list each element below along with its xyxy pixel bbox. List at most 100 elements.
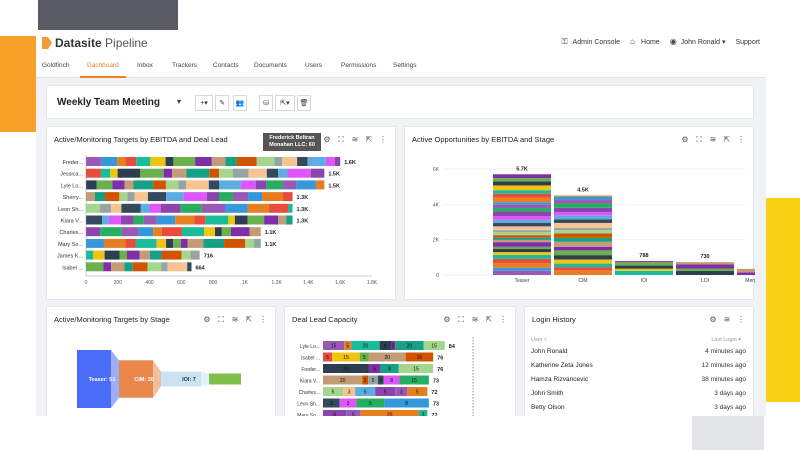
- tab-documents[interactable]: Documents: [254, 62, 287, 69]
- bar-segment: [615, 268, 673, 271]
- bar-segment: [140, 168, 164, 178]
- bar-segment: [167, 262, 188, 272]
- bar-segment: [181, 227, 205, 237]
- layers-icon[interactable]: ≋: [351, 135, 359, 144]
- logo[interactable]: Datasite Pipeline: [42, 36, 148, 50]
- bar-segment: [218, 192, 233, 202]
- segment-label: 15: [431, 344, 437, 350]
- gear-icon[interactable]: ⚙: [323, 135, 331, 144]
- login-row[interactable]: John Smith 3 days ago: [531, 390, 746, 397]
- bar-segment: [102, 215, 109, 225]
- total-label: 1.6K: [344, 160, 356, 166]
- add-widget-button[interactable]: +▾: [195, 95, 213, 111]
- bar-segment: [124, 262, 133, 272]
- tooltip-line-2: Monahan LLC: 60: [269, 142, 315, 148]
- bar-segment: [554, 259, 612, 264]
- top-link-1[interactable]: ⌂ Home: [630, 38, 660, 46]
- more-icon[interactable]: ⋮: [379, 135, 387, 144]
- dashboard-selector[interactable]: Weekly Team Meeting: [57, 97, 160, 108]
- bar-segment: [86, 215, 103, 225]
- export-icon[interactable]: ⇱: [365, 135, 373, 144]
- bar-segment: [224, 238, 246, 248]
- bar-segment: [195, 157, 212, 166]
- bar-segment: [346, 410, 361, 416]
- top-link-0[interactable]: ⚿ Admin Console: [562, 38, 620, 46]
- workspace-name[interactable]: Goldfinch: [42, 62, 70, 69]
- bar-segment: [165, 180, 179, 190]
- tab-trackers[interactable]: Trackers: [172, 62, 198, 69]
- gear-icon[interactable]: ⚙: [709, 315, 717, 324]
- more-icon[interactable]: ⋮: [259, 315, 267, 324]
- x-tick-label: 400: [145, 280, 154, 286]
- delete-button[interactable]: 🗑: [297, 95, 311, 111]
- column-header-last-login[interactable]: Last Login ▾: [711, 337, 741, 343]
- segment-label: 3: [379, 378, 382, 384]
- segment-label: 5: [384, 390, 387, 396]
- top-link-3[interactable]: Support: [735, 39, 760, 46]
- category-label: Jessica...: [60, 172, 83, 178]
- expand-icon[interactable]: ⛶: [458, 315, 464, 324]
- login-user: Betty Olson: [531, 404, 565, 411]
- bar-segment: [86, 227, 101, 237]
- bar-segment: [554, 212, 612, 216]
- segment-label: 3: [364, 378, 367, 384]
- tab-permissions[interactable]: Permissions: [341, 62, 377, 69]
- tab-inbox[interactable]: Inbox: [137, 62, 153, 69]
- export-icon[interactable]: ⇱: [485, 315, 493, 324]
- bar-segment: [493, 190, 551, 194]
- expand-icon[interactable]: ⛶: [218, 315, 224, 324]
- login-row[interactable]: Katherine Zeta Jones 12 minutes ago: [531, 362, 746, 369]
- bar-segment: [153, 180, 166, 190]
- tab-settings[interactable]: Settings: [393, 62, 417, 69]
- bar-segment: [86, 250, 94, 260]
- login-row[interactable]: Hamza Rizvancevic 38 minutes ago: [531, 376, 746, 383]
- layers-icon[interactable]: ≋: [709, 135, 717, 144]
- top-link-2[interactable]: ◉ John Ronald ▾: [670, 38, 726, 47]
- panel-login-history: Login History ⚙ ≋ ⋮ User ▿ Last Login ▾ Jo…: [524, 306, 754, 416]
- bar-segment: [225, 203, 248, 213]
- bar-segment: [136, 157, 151, 166]
- tab-dashboard[interactable]: Dashboard: [87, 62, 119, 69]
- share-users-button[interactable]: 👥: [233, 95, 247, 111]
- bar-segment: [493, 181, 551, 186]
- more-icon[interactable]: ⋮: [737, 315, 745, 324]
- panel-opportunities: Active Opportunities by EBITDA and Stage…: [404, 126, 755, 300]
- bar-segment: [86, 192, 95, 202]
- bar-segment: [493, 262, 551, 268]
- bar-segment: [181, 250, 191, 260]
- panel-title: Login History: [532, 315, 576, 324]
- bar-segment: [423, 341, 445, 350]
- total-label: 664: [196, 265, 206, 271]
- export-button[interactable]: ⇱▾: [275, 95, 295, 111]
- chevron-down-icon[interactable]: ▾: [177, 97, 182, 106]
- bar-segment: [493, 249, 551, 253]
- layers-button[interactable]: ⛁: [259, 95, 273, 111]
- tab-contacts[interactable]: Contacts: [213, 62, 239, 69]
- layers-icon[interactable]: ≋: [231, 315, 239, 324]
- total-label: 1.1K: [265, 230, 277, 236]
- login-row[interactable]: John Ronald 4 minutes ago: [531, 348, 746, 355]
- gear-icon[interactable]: ⚙: [681, 135, 689, 144]
- bar-segment: [554, 195, 612, 197]
- layers-icon[interactable]: ≋: [471, 315, 479, 324]
- bar-segment: [554, 233, 612, 238]
- more-icon[interactable]: ⋮: [499, 315, 507, 324]
- expand-icon[interactable]: ⛶: [696, 135, 702, 144]
- layers-icon[interactable]: ≋: [723, 315, 731, 324]
- edit-button[interactable]: ✎: [215, 95, 229, 111]
- column-header-user[interactable]: User ▿: [531, 337, 547, 343]
- gear-icon[interactable]: ⚙: [443, 315, 451, 324]
- bar-segment: [133, 215, 144, 225]
- gear-icon[interactable]: ⚙: [203, 315, 211, 324]
- export-icon[interactable]: ⇱: [245, 315, 253, 324]
- tab-users[interactable]: Users: [305, 62, 322, 69]
- bar-segment: [325, 157, 335, 166]
- expand-icon[interactable]: ⛶: [338, 135, 344, 144]
- nav-bar: Goldfinch Dashboard Inbox Trackers Contacts…: [36, 56, 766, 78]
- bar-segment: [323, 410, 347, 416]
- top-link-label: Admin Console: [572, 38, 621, 46]
- more-icon[interactable]: ⋮: [737, 135, 745, 144]
- export-icon[interactable]: ⇱: [723, 135, 731, 144]
- login-row[interactable]: Betty Olson 3 days ago: [531, 404, 746, 411]
